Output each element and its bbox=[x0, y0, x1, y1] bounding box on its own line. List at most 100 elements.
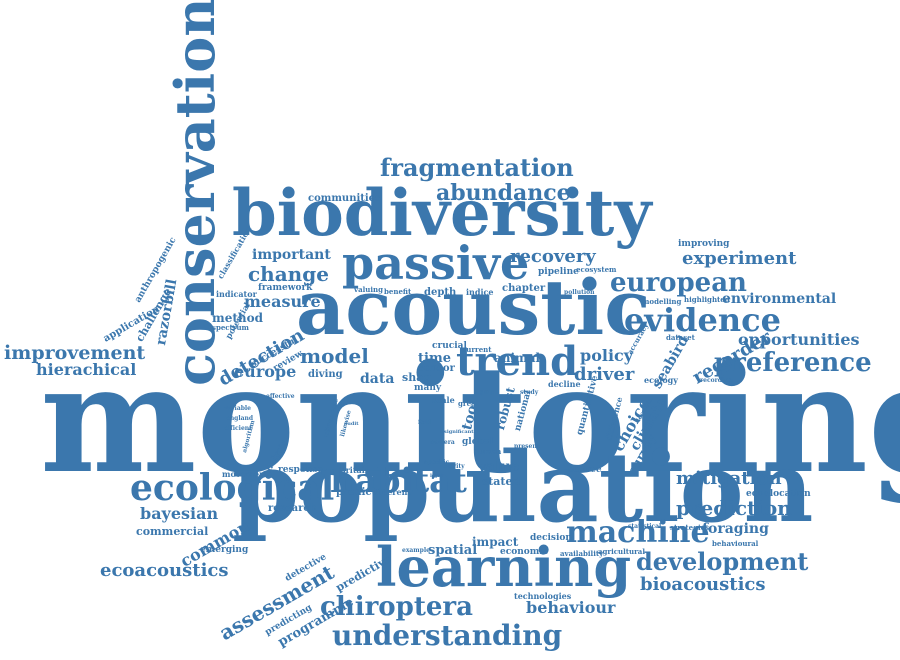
word: present bbox=[514, 443, 540, 450]
word: statistical bbox=[628, 523, 662, 530]
word: great bbox=[458, 399, 479, 408]
word: stated bbox=[482, 475, 521, 488]
word: light bbox=[430, 473, 444, 479]
word: gap bbox=[480, 387, 495, 396]
word: chiroptera bbox=[320, 592, 473, 622]
word: animal bbox=[494, 351, 541, 365]
word: recording bbox=[700, 377, 733, 384]
word: framework bbox=[258, 283, 313, 293]
word: ecological bbox=[130, 467, 335, 509]
word: value bbox=[478, 459, 520, 475]
word: decision bbox=[530, 533, 572, 543]
word: spatial bbox=[428, 543, 478, 558]
word: bayesian bbox=[140, 504, 219, 523]
word: recovery bbox=[510, 246, 596, 267]
word: many bbox=[414, 383, 442, 393]
word: european bbox=[610, 268, 747, 298]
word: evidence bbox=[624, 301, 781, 339]
word: europe bbox=[234, 362, 297, 381]
word: preference bbox=[714, 348, 872, 378]
word: driver bbox=[574, 364, 635, 385]
word: passive bbox=[342, 236, 530, 290]
word: bioacoustics bbox=[640, 574, 766, 595]
word: time bbox=[418, 351, 451, 366]
word: habitat bbox=[330, 461, 467, 501]
word: communities bbox=[308, 193, 381, 204]
word: valuing bbox=[354, 285, 383, 294]
word: benefit bbox=[384, 287, 412, 296]
word: decline bbox=[548, 379, 581, 389]
word: scale bbox=[432, 395, 455, 405]
word: economic bbox=[500, 547, 549, 557]
word: monitoring bbox=[40, 332, 900, 506]
word: indicator bbox=[216, 289, 257, 299]
word: development bbox=[636, 547, 809, 576]
word: effective bbox=[266, 393, 295, 400]
word: improving bbox=[678, 239, 730, 249]
word: strategies bbox=[670, 523, 710, 532]
word: variable bbox=[224, 405, 251, 412]
word: foraging bbox=[702, 521, 769, 537]
word: trend bbox=[456, 338, 579, 385]
word: audit bbox=[344, 421, 359, 427]
word: research bbox=[268, 503, 317, 514]
word: echolocation bbox=[746, 489, 811, 499]
word: highlighted bbox=[684, 295, 730, 304]
word: ecology bbox=[644, 375, 678, 385]
word: study bbox=[520, 389, 539, 396]
word: fragmentation bbox=[380, 153, 574, 182]
word: shag bbox=[402, 371, 432, 384]
word: ecosystem bbox=[576, 265, 617, 274]
word: machine bbox=[566, 515, 710, 550]
word: experiment bbox=[682, 248, 797, 269]
word: data bbox=[360, 371, 395, 387]
word: human bbox=[474, 447, 502, 456]
word: opportunities bbox=[738, 330, 860, 349]
word: dataset bbox=[666, 333, 695, 342]
word: spectrum bbox=[212, 323, 249, 332]
word: predict bbox=[336, 487, 377, 498]
word: model bbox=[300, 344, 369, 368]
word: measure bbox=[244, 292, 321, 311]
word: movement bbox=[222, 469, 269, 479]
word: ecoacoustics bbox=[100, 560, 229, 581]
word: chapter bbox=[502, 283, 546, 294]
word: technologies bbox=[514, 591, 572, 601]
word: change bbox=[248, 262, 329, 286]
word: efficient bbox=[224, 425, 252, 432]
word: depth bbox=[424, 287, 457, 298]
word: response bbox=[278, 465, 324, 475]
word: pipeline bbox=[538, 267, 579, 277]
word: camera bbox=[430, 439, 455, 446]
word: indice bbox=[466, 287, 494, 297]
word: prediction bbox=[676, 496, 792, 520]
word: important bbox=[252, 247, 331, 263]
word: significant bbox=[444, 429, 474, 435]
word: diving bbox=[308, 369, 343, 380]
word: mitigation bbox=[676, 468, 782, 489]
word: fold bbox=[418, 419, 432, 426]
word: source bbox=[568, 465, 602, 475]
word: hierachical bbox=[36, 360, 137, 379]
word: example bbox=[402, 547, 430, 554]
word: behavioural bbox=[712, 539, 759, 548]
word: modelling bbox=[642, 297, 682, 306]
word: acoustic bbox=[296, 263, 651, 352]
word: different bbox=[372, 487, 412, 497]
word: impact bbox=[472, 535, 519, 549]
word: understanding bbox=[332, 619, 563, 652]
word: improvement bbox=[4, 342, 146, 364]
word: population bbox=[232, 431, 814, 544]
word: england bbox=[226, 415, 254, 422]
word: biodiversity bbox=[232, 176, 652, 251]
word: emerging bbox=[200, 545, 249, 555]
word: behaviour bbox=[526, 598, 616, 617]
word: activity bbox=[440, 463, 465, 470]
word: environmental bbox=[722, 291, 837, 307]
word: agricultural bbox=[598, 547, 645, 556]
word: learning bbox=[376, 535, 632, 599]
word: specific bbox=[424, 459, 450, 466]
word: crucial bbox=[432, 341, 467, 351]
word: availability bbox=[560, 549, 604, 558]
